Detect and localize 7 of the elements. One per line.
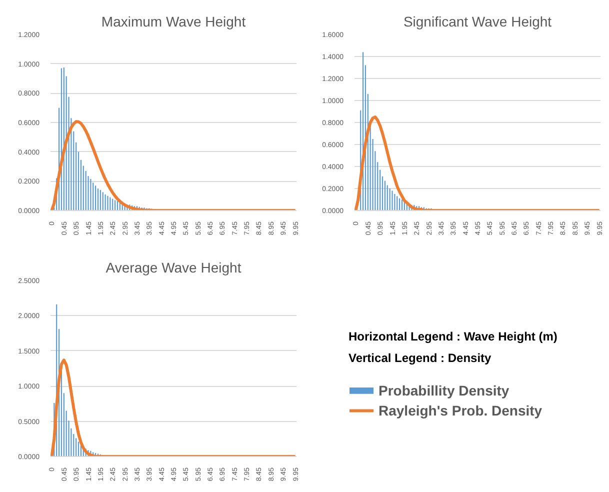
chart-title: Average Wave Height xyxy=(106,260,242,276)
legend-label: Rayleigh's Prob. Density xyxy=(378,402,542,419)
text: Horizontal Legend : Wave Height (m) xyxy=(348,329,558,344)
chart-title: Maximum Wave Height xyxy=(101,14,246,30)
text: Vertical Legend : Density xyxy=(348,350,492,365)
chart-title: Significant Wave Height xyxy=(403,14,552,30)
legend-label: Probabillity Density xyxy=(378,382,510,399)
